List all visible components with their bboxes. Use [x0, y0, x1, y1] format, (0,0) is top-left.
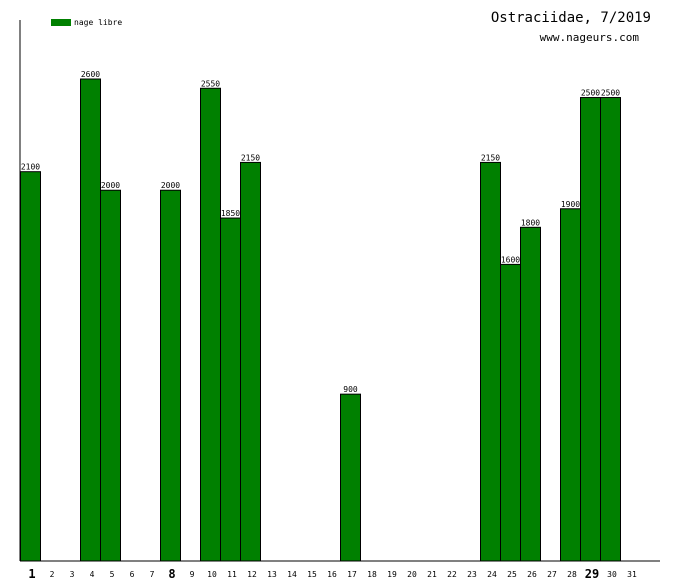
bar-day-29 — [580, 97, 601, 562]
x-tick-label-28: 28 — [567, 570, 577, 579]
value-label-day-8: 2000 — [161, 181, 180, 190]
x-tick-label-7: 7 — [150, 570, 155, 579]
chart-title: Ostraciidae, 7/2019 — [491, 10, 651, 26]
x-tick-label-11: 11 — [227, 570, 237, 579]
bars-layer — [20, 78, 621, 562]
value-label-day-30: 2500 — [601, 89, 620, 98]
x-tick-label-15: 15 — [307, 570, 317, 579]
bar-day-30 — [600, 97, 621, 562]
bar-day-12 — [240, 161, 261, 562]
bar-day-4 — [80, 78, 101, 562]
x-tick-label-30: 30 — [607, 570, 617, 579]
value-label-day-12: 2150 — [241, 153, 260, 162]
x-tick-label-17: 17 — [347, 570, 357, 579]
value-label-day-17: 900 — [343, 385, 358, 394]
legend-label: nage libre — [74, 18, 122, 27]
x-tick-label-14: 14 — [287, 570, 297, 579]
x-tick-label-10: 10 — [207, 570, 217, 579]
legend-swatch — [51, 19, 71, 26]
chart-subtitle: www.nageurs.com — [540, 31, 640, 44]
x-tick-label-12: 12 — [247, 570, 257, 579]
value-label-day-29: 2500 — [581, 89, 600, 98]
value-label-day-1: 2100 — [21, 163, 40, 172]
x-tick-label-16: 16 — [327, 570, 337, 579]
x-tick-label-22: 22 — [447, 570, 457, 579]
value-label-day-25: 1600 — [501, 255, 520, 264]
bar-day-5 — [100, 189, 121, 562]
x-tick-label-27: 27 — [547, 570, 557, 579]
tick-labels-layer: 1 2 3 4 5 6 7 8 9 10 11 12 13 14 15 16 17 18 19 20 21 22 23 24 2… — [28, 567, 637, 580]
x-tick-label-1: 1 — [28, 567, 35, 580]
x-tick-label-8: 8 — [168, 567, 175, 580]
x-tick-label-20: 20 — [407, 570, 417, 579]
x-tick-label-6: 6 — [130, 570, 135, 579]
bar-day-11 — [220, 217, 241, 562]
value-label-day-4: 2600 — [81, 70, 100, 79]
value-label-day-24: 2150 — [481, 153, 500, 162]
x-tick-label-21: 21 — [427, 570, 437, 579]
x-tick-label-25: 25 — [507, 570, 517, 579]
value-label-day-11: 1850 — [221, 209, 240, 218]
bar-day-8 — [160, 189, 181, 562]
x-tick-label-18: 18 — [367, 570, 377, 579]
bar-day-25 — [500, 263, 521, 562]
axes-layer — [19, 20, 660, 562]
value-label-day-5: 2000 — [101, 181, 120, 190]
x-tick-label-3: 3 — [70, 570, 75, 579]
x-tick-label-26: 26 — [527, 570, 537, 579]
value-label-day-28: 1900 — [561, 200, 580, 209]
x-tick-label-23: 23 — [467, 570, 477, 579]
x-tick-label-29: 29 — [585, 567, 599, 580]
bar-day-28 — [560, 208, 581, 562]
bar-day-26 — [520, 226, 541, 562]
value-label-day-26: 1800 — [521, 218, 540, 227]
value-labels-layer: 2100 2600 2000 2000 2550 1850 2150 900 2150 1600 1… — [21, 70, 620, 394]
x-tick-label-5: 5 — [110, 570, 115, 579]
x-tick-label-2: 2 — [50, 570, 55, 579]
bar-day-10 — [200, 87, 221, 562]
x-tick-label-19: 19 — [387, 570, 397, 579]
bar-day-1 — [20, 171, 41, 562]
x-tick-label-9: 9 — [190, 570, 195, 579]
x-tick-label-24: 24 — [487, 570, 497, 579]
value-label-day-10: 2550 — [201, 79, 220, 88]
x-tick-label-4: 4 — [90, 570, 95, 579]
bar-day-24 — [480, 161, 501, 562]
bar-day-17 — [340, 393, 361, 562]
x-tick-label-31: 31 — [627, 570, 637, 579]
x-tick-label-13: 13 — [267, 570, 277, 579]
